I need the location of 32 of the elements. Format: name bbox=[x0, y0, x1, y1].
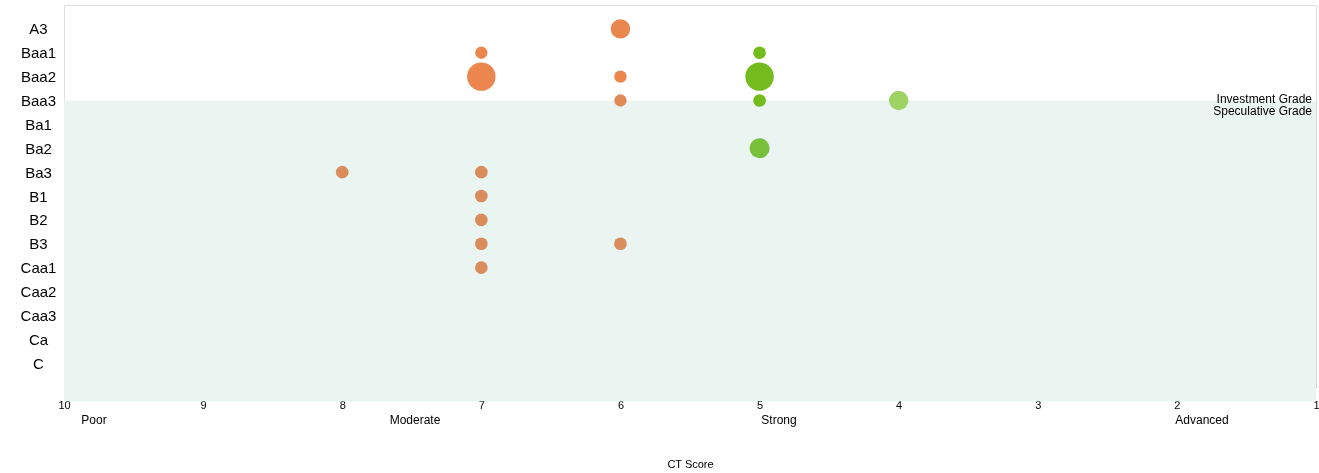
y-tick-label: C bbox=[33, 354, 45, 372]
y-tick-label: B1 bbox=[29, 187, 48, 205]
x-tick-label: 6 bbox=[617, 398, 625, 411]
y-tick-label: Ca bbox=[28, 330, 49, 348]
x-tick-label: 2 bbox=[1174, 398, 1181, 411]
x-tick-label: 10 bbox=[58, 398, 71, 411]
x-tick-label: 4 bbox=[896, 398, 903, 411]
y-tick-label: B3 bbox=[29, 235, 48, 253]
text: Advanced bbox=[1175, 413, 1229, 427]
y-tick-label: B2 bbox=[29, 211, 48, 229]
x-tick-label: 3 bbox=[1035, 398, 1042, 411]
y-tick-label: Ba1 bbox=[25, 115, 52, 133]
y-tick-label: Baa3 bbox=[20, 92, 57, 109]
x-tick-label: 1 bbox=[1313, 398, 1319, 411]
x-tick-label: 7 bbox=[478, 398, 485, 411]
x-axis-title: CT Score bbox=[667, 457, 714, 470]
annotation: Investment Grade bbox=[1216, 91, 1313, 106]
y-tick-label: Baa2 bbox=[20, 68, 57, 86]
y-tick-label: Caa2 bbox=[20, 283, 57, 300]
text: Poor bbox=[81, 413, 107, 427]
text: Moderate bbox=[389, 413, 441, 427]
x-tick-label: 9 bbox=[200, 398, 207, 411]
band-label: Speculative Grade bbox=[1213, 103, 1313, 118]
y-tick-label: Ba3 bbox=[25, 163, 52, 181]
y-tick-label: Baa1 bbox=[20, 44, 57, 62]
y-tick-label: A3 bbox=[29, 20, 48, 38]
text: Strong bbox=[761, 413, 797, 427]
y-tick-label: Caa1 bbox=[20, 259, 57, 277]
x-tick-label: 8 bbox=[339, 398, 346, 411]
y-tick-label: Ba2 bbox=[25, 139, 52, 157]
x-tick-label: 5 bbox=[756, 398, 764, 411]
y-tick-label: Caa3 bbox=[20, 306, 57, 324]
